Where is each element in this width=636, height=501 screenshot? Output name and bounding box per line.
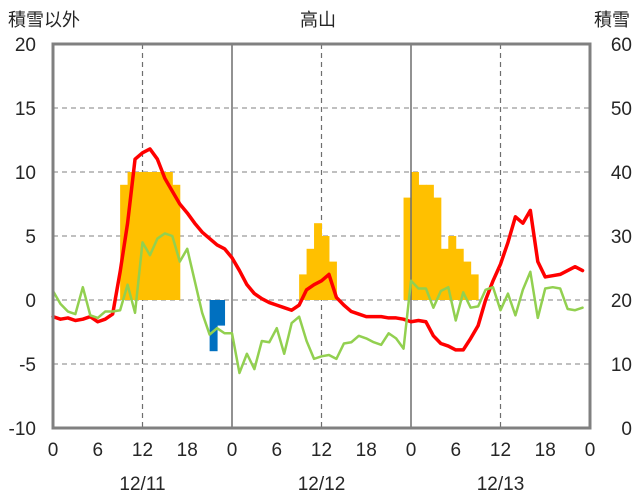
x-tick-label: 0 (406, 440, 417, 461)
x-tick-label: 6 (271, 440, 282, 461)
precipitation-line (51, 232, 584, 375)
date-label: 12/12 (298, 474, 346, 495)
snow-depth-bar (425, 184, 434, 300)
right-axis-ticks: 60 50 40 30 20 10 0 (611, 35, 632, 440)
snow-depth-bar (433, 197, 442, 300)
x-tick-label: 6 (92, 440, 103, 461)
snow-depth-bar (455, 248, 464, 300)
x-axis-ticks: 0 6 12 18 0 6 12 18 0 6 12 18 0 (48, 440, 596, 461)
left-axis-label: 積雪以外 (8, 10, 80, 30)
snow-depth-bar (299, 274, 308, 300)
left-axis-ticks: 20 15 10 5 0 -5 -10 (9, 35, 36, 440)
x-tick-label: 12 (490, 440, 511, 461)
snow-depth-bar (403, 197, 412, 300)
right-tick-label: 20 (611, 291, 632, 312)
snow-depth-bar (463, 261, 472, 300)
x-tick-label: 0 (585, 440, 596, 461)
x-tick-label: 18 (535, 440, 556, 461)
left-tick-label: 20 (15, 35, 36, 56)
snow-depth-bar (135, 172, 143, 300)
x-tick-label: 18 (356, 440, 377, 461)
snow-depth-bar (321, 236, 330, 300)
snow-depth-bar (172, 184, 181, 300)
right-tick-label: 40 (611, 163, 632, 184)
x-tick-label: 18 (177, 440, 198, 461)
snow-depth-bar (448, 236, 457, 300)
left-tick-label: 0 (25, 291, 36, 312)
snowfall-bar (209, 300, 218, 352)
left-tick-label: -5 (19, 355, 36, 376)
day-separators (231, 44, 412, 428)
snow-depth-bar (418, 184, 427, 300)
snow-depth-bar (470, 274, 479, 300)
left-tick-label: 10 (15, 163, 36, 184)
x-tick-label: 0 (48, 440, 59, 461)
left-tick-label: 5 (25, 227, 36, 248)
x-tick-label: 6 (450, 440, 461, 461)
date-labels: 12/11 12/12 12/13 (119, 474, 524, 495)
x-tick-label: 12 (311, 440, 332, 461)
plot-frame (51, 42, 592, 430)
snow-depth-bar (328, 261, 337, 300)
right-tick-label: 50 (611, 99, 632, 120)
snow-depth-bar (411, 172, 419, 300)
snow-depth-bar (306, 248, 315, 300)
date-label: 12/11 (119, 474, 165, 495)
left-tick-label: -10 (9, 419, 36, 440)
snow-depth-bar (142, 172, 151, 300)
right-tick-label: 30 (611, 227, 632, 248)
snowfall-bar (217, 300, 226, 326)
right-tick-label: 0 (621, 419, 632, 440)
chart-title: 高山 (300, 10, 336, 30)
snow-depth-bar (127, 172, 136, 300)
right-axis-label: 積雪 (594, 10, 630, 30)
snow-depth-bar (314, 223, 322, 300)
date-label: 12/13 (477, 474, 525, 495)
bar-marks (120, 172, 479, 352)
temperature-line (51, 147, 585, 352)
snow-depth-bar (149, 172, 158, 300)
x-tick-label: 12 (132, 440, 153, 461)
left-tick-label: 15 (15, 99, 36, 120)
right-tick-label: 10 (611, 355, 632, 376)
snow-depth-bar (440, 248, 449, 300)
x-tick-label: 0 (227, 440, 238, 461)
right-tick-label: 60 (611, 35, 632, 56)
